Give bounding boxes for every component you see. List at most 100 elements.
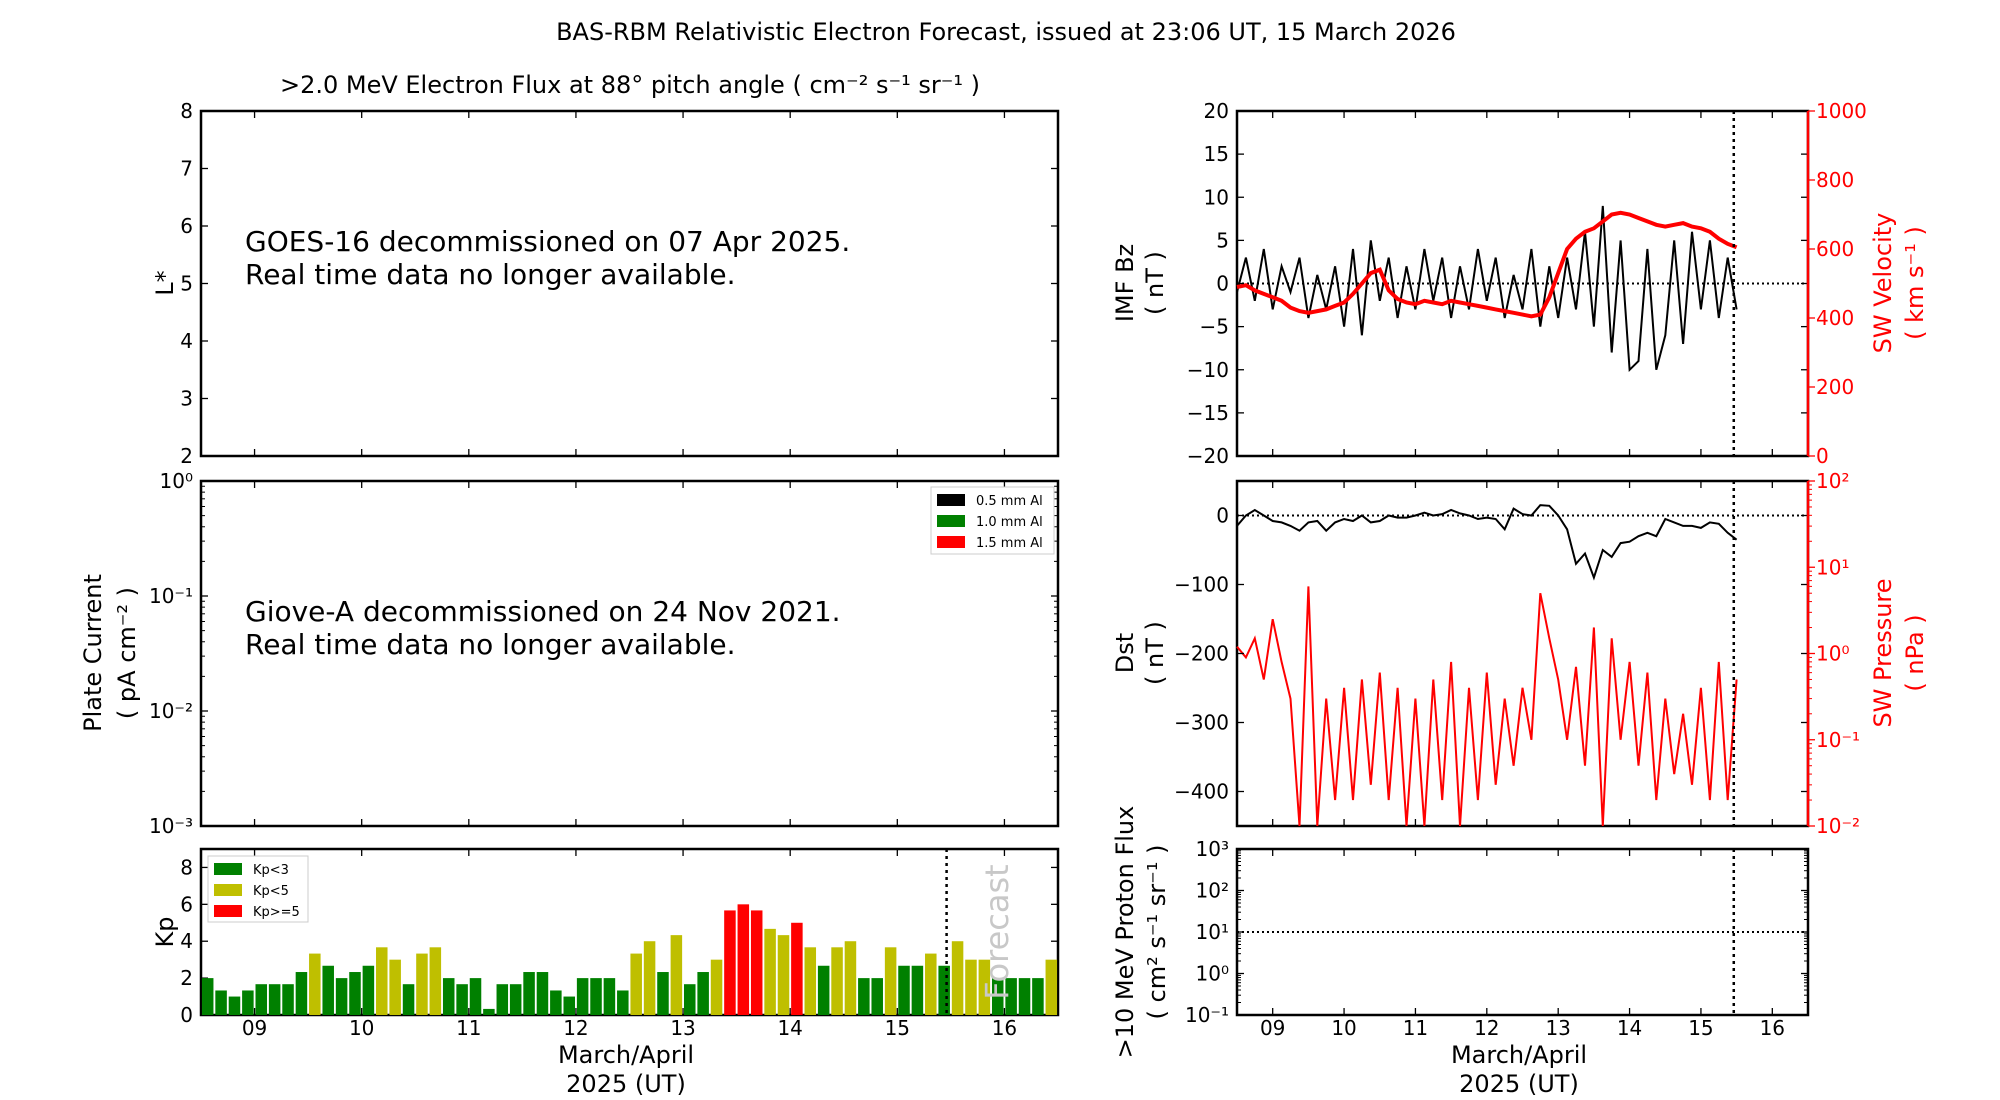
dst-ytick-label: −400 bbox=[1174, 780, 1229, 804]
kp-bar bbox=[349, 972, 361, 1015]
electron-flux-ytick-label: 8 bbox=[180, 99, 193, 123]
electron-flux-ytick-label: 4 bbox=[180, 329, 193, 353]
kp-ytick-label: 2 bbox=[180, 966, 193, 990]
kp-bar bbox=[1032, 978, 1044, 1015]
kp-bar bbox=[697, 972, 709, 1015]
dst-line bbox=[1236, 504, 1738, 581]
plate-current-ytick-label: 10⁻¹ bbox=[149, 584, 193, 608]
kp-bar bbox=[670, 935, 683, 1015]
kp-bar bbox=[295, 972, 308, 1015]
electron-annotation-line1: GOES-16 decommissioned on 07 Apr 2025. bbox=[245, 225, 850, 258]
imf-bz-line bbox=[1236, 205, 1738, 373]
kp-bar bbox=[737, 904, 750, 1015]
electron-flux-ytick-label: 2 bbox=[180, 444, 193, 468]
kp-bar bbox=[376, 947, 388, 1015]
pressure-ytick-label: 10² bbox=[1816, 469, 1849, 493]
proton-ytick-label: 10² bbox=[1196, 879, 1229, 903]
velocity-ytick-label: 200 bbox=[1816, 375, 1854, 399]
kp-bar bbox=[362, 965, 375, 1015]
imf-ytick-label: 5 bbox=[1216, 228, 1229, 252]
imf-ytick-label: 0 bbox=[1216, 272, 1229, 296]
proton-ytick-label: 10¹ bbox=[1196, 920, 1229, 944]
proton-xtick-label: 10 bbox=[1331, 1016, 1356, 1040]
kp-bar bbox=[215, 990, 227, 1015]
kp-bar bbox=[576, 978, 589, 1015]
dst-ytick-label: 0 bbox=[1216, 504, 1229, 528]
left-xlabel-line2: 2025 (UT) bbox=[566, 1070, 686, 1098]
kp-bar bbox=[483, 1008, 495, 1015]
kp-bar bbox=[242, 990, 254, 1015]
kp-bar bbox=[831, 947, 843, 1015]
electron-flux-ytick-label: 7 bbox=[180, 157, 193, 181]
plate-legend-swatch bbox=[937, 494, 965, 506]
electron-ylabel: L* bbox=[151, 270, 179, 295]
kp-bar bbox=[764, 928, 776, 1015]
plate-legend-label: 0.5 mm Al bbox=[976, 494, 1043, 509]
kp-ytick-label: 4 bbox=[180, 929, 193, 953]
kp-bar bbox=[456, 984, 468, 1015]
proton-xtick-label: 13 bbox=[1545, 1016, 1570, 1040]
plate-annotation-line2: Real time data no longer available. bbox=[245, 628, 736, 661]
imf-ytick-label: 15 bbox=[1204, 142, 1229, 166]
kp-bar bbox=[1045, 959, 1058, 1015]
velocity-ytick-label: 400 bbox=[1816, 306, 1854, 330]
velocity-ytick-label: 1000 bbox=[1816, 99, 1867, 123]
proton-xtick-label: 11 bbox=[1403, 1016, 1428, 1040]
kp-bar bbox=[201, 978, 214, 1015]
kp-ytick-label: 8 bbox=[180, 855, 193, 879]
kp-bar bbox=[777, 935, 790, 1015]
plate-ylabel-line2: ( pA cm⁻² ) bbox=[113, 587, 141, 719]
kp-legend-label: Kp<5 bbox=[253, 884, 289, 899]
kp-xtick-label: 11 bbox=[456, 1016, 481, 1040]
imf-ylabel-line2: ( nT ) bbox=[1141, 251, 1169, 315]
proton-xtick-label: 09 bbox=[1260, 1016, 1285, 1040]
kp-xtick-label: 13 bbox=[670, 1016, 695, 1040]
kp-bar bbox=[817, 965, 830, 1015]
kp-bar bbox=[322, 965, 334, 1015]
plate-annotation-line1: Giove-A decommissioned on 24 Nov 2021. bbox=[245, 595, 841, 628]
kp-bar bbox=[550, 990, 562, 1015]
kp-bar bbox=[710, 959, 723, 1015]
kp-bar bbox=[228, 996, 241, 1015]
velocity-ytick-label: 0 bbox=[1816, 444, 1829, 468]
proton-xtick-label: 14 bbox=[1617, 1016, 1642, 1040]
imf-ytick-label: −20 bbox=[1187, 444, 1229, 468]
imf-ytick-label: 10 bbox=[1204, 185, 1229, 209]
kp-bar bbox=[858, 978, 870, 1015]
kp-bar bbox=[1005, 978, 1017, 1015]
kp-bar bbox=[1018, 978, 1031, 1015]
pressure-ylabel-line2: ( nPa ) bbox=[1901, 614, 1929, 691]
sw-pressure-line bbox=[1236, 586, 1738, 827]
kp-bar bbox=[282, 984, 294, 1015]
kp-bar bbox=[603, 978, 616, 1015]
kp-bar bbox=[643, 941, 656, 1015]
plate-current-ytick-label: 10⁰ bbox=[160, 469, 193, 493]
kp-bar bbox=[442, 978, 455, 1015]
pressure-ylabel-line1: SW Pressure bbox=[1869, 578, 1897, 727]
pressure-ytick-label: 10⁻² bbox=[1816, 814, 1860, 838]
kp-bar bbox=[617, 990, 629, 1015]
kp-xtick-label: 10 bbox=[349, 1016, 374, 1040]
velocity-ytick-label: 600 bbox=[1816, 237, 1854, 261]
kp-bar bbox=[925, 953, 937, 1015]
proton-ytick-label: 10³ bbox=[1196, 837, 1229, 861]
dst-ytick-label: −200 bbox=[1174, 642, 1229, 666]
kp-bar bbox=[791, 922, 803, 1015]
dst-ytick-label: −300 bbox=[1174, 711, 1229, 735]
kp-bar bbox=[335, 978, 348, 1015]
kp-bar bbox=[523, 972, 535, 1015]
plate-legend-label: 1.0 mm Al bbox=[976, 515, 1043, 530]
plate-legend-swatch bbox=[937, 515, 965, 527]
kp-bar bbox=[804, 947, 817, 1015]
kp-bar bbox=[469, 978, 482, 1015]
kp-bar bbox=[389, 959, 401, 1015]
kp-bar bbox=[884, 947, 897, 1015]
kp-legend-swatch bbox=[214, 884, 242, 896]
pressure-ytick-label: 10¹ bbox=[1816, 555, 1849, 579]
kp-bar bbox=[496, 984, 509, 1015]
kp-bar bbox=[724, 910, 736, 1015]
kp-bar bbox=[590, 978, 602, 1015]
imf-ytick-label: −5 bbox=[1200, 315, 1229, 339]
plate-current-frame bbox=[199, 479, 1060, 828]
dst-frame bbox=[1235, 479, 1810, 828]
